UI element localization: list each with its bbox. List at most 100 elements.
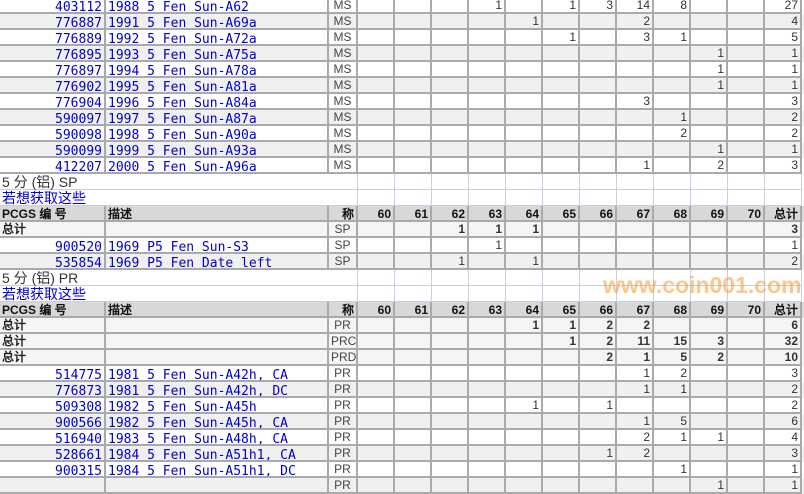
- empty-cell: [469, 190, 506, 206]
- description-link[interactable]: 1992 5 Fen Sun-A72a: [106, 30, 329, 46]
- grade-count-62: [432, 318, 469, 334]
- grade-count-64: [506, 30, 543, 46]
- grade-count-61: [395, 318, 432, 334]
- grade-count-64: 1: [506, 254, 543, 270]
- grade-count-70: [728, 30, 765, 46]
- pcgs-number-link[interactable]: [0, 478, 106, 494]
- grade-count-66: [580, 126, 617, 142]
- grade-count-70: [728, 0, 765, 14]
- header-description: 描述: [106, 206, 329, 222]
- header-grade-64: 64: [506, 206, 543, 222]
- pcgs-number-link[interactable]: 509308: [0, 398, 106, 414]
- grade-count-68: 1: [654, 382, 691, 398]
- grade-count-69: [691, 318, 728, 334]
- grade-count-66: 2: [580, 350, 617, 366]
- pcgs-number-link[interactable]: 900566: [0, 414, 106, 430]
- description-link[interactable]: 1983 5 Fen Sun-A48h, CA: [106, 430, 329, 446]
- grade-count-63: [469, 478, 506, 494]
- grade-count-64: [506, 414, 543, 430]
- pcgs-number-link[interactable]: 516940: [0, 430, 106, 446]
- description-link[interactable]: 1984 5 Fen Sun-A51h1, CA: [106, 446, 329, 462]
- pcgs-number-link[interactable]: 590097: [0, 110, 106, 126]
- grade-count-70: [728, 430, 765, 446]
- description-link[interactable]: 1997 5 Fen Sun-A87a: [106, 110, 329, 126]
- grade-count-61: [395, 414, 432, 430]
- grade-count-60: [358, 446, 395, 462]
- designation: MS: [329, 78, 358, 94]
- description-link[interactable]: 1982 5 Fen Sun-A45h: [106, 398, 329, 414]
- pcgs-number-link[interactable]: 900315: [0, 462, 106, 478]
- grade-count-62: [432, 110, 469, 126]
- description-link[interactable]: 1994 5 Fen Sun-A78a: [106, 62, 329, 78]
- grade-count-61: [395, 46, 432, 62]
- description-link[interactable]: 1998 5 Fen Sun-A90a: [106, 126, 329, 142]
- grade-count-69: 3: [691, 334, 728, 350]
- grade-count-63: [469, 430, 506, 446]
- grade-count-67: 14: [617, 0, 654, 14]
- description-link[interactable]: 1996 5 Fen Sun-A84a: [106, 94, 329, 110]
- grade-count-61: [395, 238, 432, 254]
- description-link[interactable]: 1991 5 Fen Sun-A69a: [106, 14, 329, 30]
- header-grade-69: 69: [691, 302, 728, 318]
- description-link[interactable]: 1969 P5 Fen Date left: [106, 254, 329, 270]
- row-total: 2: [765, 382, 802, 398]
- grade-count-69: [691, 366, 728, 382]
- table-row: 516940 1983 5 Fen Sun-A48h, CA PR 2 1 1 4: [0, 430, 804, 446]
- grade-count-62: [432, 126, 469, 142]
- empty-cell: [654, 174, 691, 190]
- pcgs-number-link[interactable]: 776873: [0, 382, 106, 398]
- pcgs-number-link[interactable]: 535854: [0, 254, 106, 270]
- description-link[interactable]: 1984 5 Fen Sun-A51h1, DC: [106, 462, 329, 478]
- grade-count-70: [728, 318, 765, 334]
- grade-count-60: [358, 382, 395, 398]
- pcgs-number-link[interactable]: 514775: [0, 366, 106, 382]
- pcgs-number-link[interactable]: 590099: [0, 142, 106, 158]
- grade-count-66: [580, 222, 617, 238]
- grade-count-67: [617, 478, 654, 494]
- table-header: PCGS 编 号描述称 60 61 62 63 64 65 66 67 68 69 70 总计: [0, 302, 804, 318]
- pcgs-number-link[interactable]: 412207: [0, 158, 106, 174]
- pcgs-number-link[interactable]: 900520: [0, 238, 106, 254]
- grade-count-63: [469, 14, 506, 30]
- grade-count-68: 8: [654, 0, 691, 14]
- grade-count-69: 2: [691, 350, 728, 366]
- grade-count-69: [691, 254, 728, 270]
- grade-count-69: 2: [691, 158, 728, 174]
- description-link[interactable]: [106, 478, 329, 494]
- description-link[interactable]: 1995 5 Fen Sun-A81a: [106, 78, 329, 94]
- pcgs-number-link[interactable]: 590098: [0, 126, 106, 142]
- description-link[interactable]: 1969 P5 Fen Sun-S3: [106, 238, 329, 254]
- grade-count-67: [617, 62, 654, 78]
- pcgs-number-link[interactable]: 776889: [0, 30, 106, 46]
- get-these-link[interactable]: 若想获取这些: [2, 286, 86, 302]
- designation: PR: [329, 430, 358, 446]
- grade-count-62: 1: [432, 254, 469, 270]
- designation: PR: [329, 414, 358, 430]
- pcgs-number-link[interactable]: 776902: [0, 78, 106, 94]
- pcgs-number-link[interactable]: 776897: [0, 62, 106, 78]
- description-link[interactable]: 1999 5 Fen Sun-A93a: [106, 142, 329, 158]
- pcgs-number-link[interactable]: 528661: [0, 446, 106, 462]
- description-link[interactable]: 1981 5 Fen Sun-A42h, CA: [106, 366, 329, 382]
- watermark: www.coin001.com: [603, 272, 802, 298]
- description-link[interactable]: 1993 5 Fen Sun-A75a: [106, 46, 329, 62]
- pcgs-number-link[interactable]: 776904: [0, 94, 106, 110]
- description-link[interactable]: 1988 5 Fen Sun-A62: [106, 0, 329, 14]
- grade-count-60: [358, 398, 395, 414]
- description-link[interactable]: 1982 5 Fen Sun-A45h, CA: [106, 414, 329, 430]
- pcgs-number-link[interactable]: 776887: [0, 14, 106, 30]
- description-link[interactable]: 1981 5 Fen Sun-A42h, DC: [106, 382, 329, 398]
- row-total: 1: [765, 478, 802, 494]
- row-total: 1: [765, 62, 802, 78]
- description-link[interactable]: 2000 5 Fen Sun-A96a: [106, 158, 329, 174]
- grade-count-61: [395, 62, 432, 78]
- row-total: 2: [765, 254, 802, 270]
- pcgs-number-link[interactable]: 403112: [0, 0, 106, 14]
- get-these-link[interactable]: 若想获取这些: [2, 190, 86, 206]
- grade-count-64: [506, 78, 543, 94]
- pcgs-number-link[interactable]: 776895: [0, 46, 106, 62]
- row-total: 27: [765, 0, 802, 14]
- grade-count-66: [580, 430, 617, 446]
- grade-count-61: [395, 222, 432, 238]
- grade-count-68: 15: [654, 334, 691, 350]
